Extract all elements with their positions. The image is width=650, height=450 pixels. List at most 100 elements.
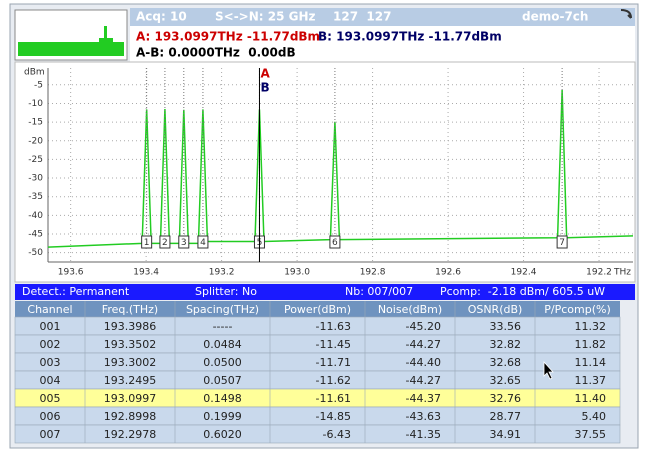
table-cell: 002 (40, 338, 61, 351)
trace-name: demo-7ch (522, 10, 588, 24)
y-tick-label: -35 (28, 192, 43, 202)
status-bar (15, 284, 635, 300)
table-cell: 32.82 (490, 338, 522, 351)
table-cell: 5.40 (582, 410, 607, 423)
mouse-pointer (543, 360, 554, 380)
table-cell: 0.0507 (203, 374, 242, 387)
header-info (130, 26, 635, 62)
column-header: P/Pcomp(%) (544, 303, 610, 316)
thumbnail-peak (104, 26, 107, 42)
splitter: Splitter: No (195, 285, 257, 298)
table-cell: 192.2978 (104, 428, 157, 441)
y-tick-label: -50 (28, 248, 43, 258)
marker-label: 6 (332, 238, 338, 248)
table-cell: 193.3002 (104, 356, 157, 369)
table-cell: ----- (213, 320, 233, 333)
table-row (14, 424, 621, 444)
nb: Nb: 007/007 (345, 285, 413, 298)
cursor-a: A: 193.0997THz -11.77dBm (136, 30, 320, 44)
table-cell: 0.1498 (203, 392, 242, 405)
detect: Detect.: Permanent (22, 285, 130, 298)
y-tick-label: -25 (28, 155, 43, 165)
spectrum-trace (47, 89, 634, 248)
cursor-b-label: B (260, 81, 269, 95)
table-cell: 11.37 (575, 374, 607, 387)
marker-box (197, 235, 209, 249)
marker-box (159, 235, 171, 249)
table-cell: 001 (40, 320, 61, 333)
column-header: OSNR(dB) (468, 303, 523, 316)
y-tick-label: -10 (28, 99, 43, 109)
table-cell: -11.63 (316, 320, 351, 333)
header-bar (130, 8, 635, 26)
table-cell: 192.8998 (104, 410, 157, 423)
table-cell: 37.55 (575, 428, 607, 441)
table-cell: -44.37 (406, 392, 441, 405)
table-cell: 0.1999 (203, 410, 242, 423)
table-cell: -11.71 (316, 356, 351, 369)
x-tick-label: 192.4 (511, 268, 537, 278)
icon[interactable] (620, 9, 632, 19)
table-cell: 11.82 (575, 338, 607, 351)
y-tick-label: -5 (34, 80, 43, 90)
x-tick-label: 193.6 (58, 268, 84, 278)
table-cell: -6.43 (323, 428, 351, 441)
y-tick-label: -20 (28, 136, 43, 146)
acq: Acq: 10 (136, 10, 187, 24)
marker-label: 1 (144, 238, 150, 248)
column-header: Noise(dBm) (378, 303, 442, 316)
counts: 127 127 (333, 10, 391, 24)
table-cell: -11.45 (316, 338, 351, 351)
table-cell: -45.20 (406, 320, 441, 333)
table-cell: -11.62 (316, 374, 351, 387)
y-axis-label: dBm (24, 68, 45, 78)
table-cell: 0.0484 (203, 338, 242, 351)
table-cell: 193.3986 (104, 320, 157, 333)
y-tick-label: -40 (28, 211, 43, 221)
table-cell: 006 (40, 410, 61, 423)
delta: A-B: 0.0000THz 0.00dB (136, 46, 296, 60)
table-cell: 005 (40, 392, 61, 405)
pcomp: Pcomp: -2.18 dBm/ 605.5 uW (440, 285, 605, 298)
marker-label: 7 (559, 238, 565, 248)
y-tick-label: -15 (28, 118, 43, 128)
table-cell: -14.85 (316, 410, 351, 423)
table-cell: 0.0500 (203, 356, 242, 369)
thumbnail-peak-base (99, 38, 113, 42)
table-cell: 004 (40, 374, 61, 387)
y-tick-label: -45 (28, 230, 43, 240)
marker-label: 2 (162, 238, 168, 248)
x-tick-label: 192.6 (435, 268, 461, 278)
table-cell: 11.32 (575, 320, 607, 333)
marker-label: 4 (200, 238, 206, 248)
table-cell: 32.76 (490, 392, 522, 405)
column-header: Channel (27, 303, 72, 316)
table-cell: 32.68 (490, 356, 522, 369)
table-cell: 0.6020 (203, 428, 242, 441)
sn: S<->N: 25 GHz (215, 10, 316, 24)
table-cell: 193.2495 (104, 374, 157, 387)
column-header: Freq.(THz) (102, 303, 158, 316)
table-cell: -41.35 (406, 428, 441, 441)
x-tick-label: 193.0 (284, 268, 310, 278)
table-cell: -43.63 (406, 410, 441, 423)
table-cell: 34.91 (490, 428, 522, 441)
marker-box (556, 235, 568, 249)
column-header: Spacing(THz) (186, 303, 259, 316)
column-header: Power(dBm) (284, 303, 351, 316)
cursor-a-label: A (260, 67, 270, 81)
table-cell: -44.27 (406, 374, 441, 387)
marker-box (178, 235, 190, 249)
table-cell: -11.61 (316, 392, 351, 405)
table-header (15, 301, 620, 317)
x-tick-label: 193.2 (209, 268, 235, 278)
table-cell: 32.65 (490, 374, 522, 387)
x-axis-unit: THz (613, 268, 631, 278)
marker-label: 3 (181, 238, 187, 248)
table-cell: -44.27 (406, 338, 441, 351)
table-cell: 33.56 (490, 320, 522, 333)
cursor-b: B: 193.0997THz -11.77dBm (318, 30, 502, 44)
x-tick-label: 193.4 (133, 268, 159, 278)
x-tick-label: 192.2 (586, 268, 612, 278)
